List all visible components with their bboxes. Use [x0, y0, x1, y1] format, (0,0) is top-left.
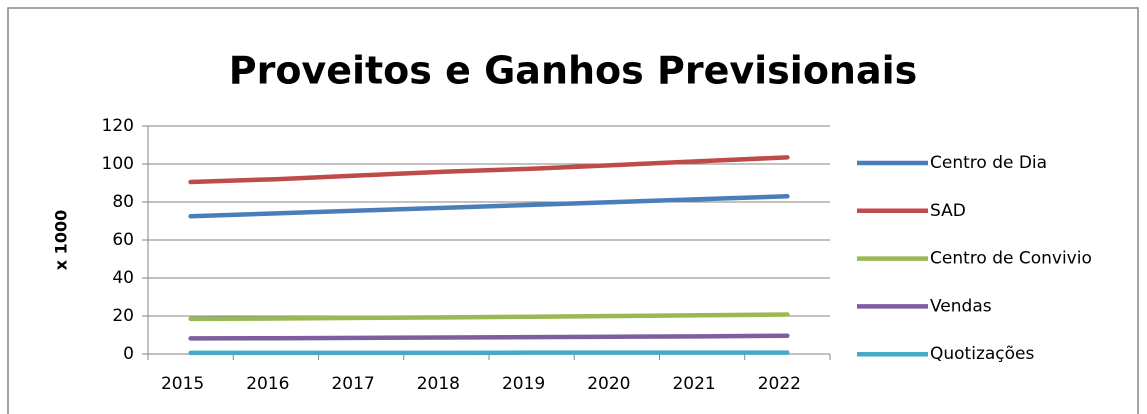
- y-tick-label: 120: [102, 116, 134, 136]
- chart-frame: [7, 7, 1139, 414]
- y-tick-label: 60: [112, 230, 134, 250]
- series-line: [188, 194, 790, 219]
- chart-title: Proveitos e Ganhos Previsionais: [229, 49, 918, 93]
- series-line: [188, 312, 790, 322]
- x-tick-label: 2016: [246, 374, 289, 394]
- x-tick-label: 2017: [331, 374, 374, 394]
- y-tick-label: 100: [102, 154, 134, 174]
- series-line: [188, 155, 790, 185]
- legend-label: Quotizações: [930, 344, 1034, 364]
- legend-label: Centro de Convivio: [930, 249, 1092, 269]
- x-tick-label: 2020: [587, 374, 630, 394]
- y-axis-label: x 1000: [52, 210, 71, 270]
- y-tick-label: 80: [112, 192, 134, 212]
- legend-label: Vendas: [930, 296, 992, 316]
- x-tick-label: 2021: [672, 374, 715, 394]
- y-tick-label: 20: [112, 306, 134, 326]
- series-line: [188, 333, 790, 341]
- x-tick-label: 2015: [161, 374, 204, 394]
- x-tick-label: 2022: [758, 374, 801, 394]
- legend-label: SAD: [930, 201, 966, 221]
- y-tick-label: 40: [112, 268, 134, 288]
- x-tick-label: 2018: [417, 374, 460, 394]
- y-tick-label: 0: [123, 344, 134, 364]
- x-tick-label: 2019: [502, 374, 545, 394]
- legend-label: Centro de Dia: [930, 153, 1047, 173]
